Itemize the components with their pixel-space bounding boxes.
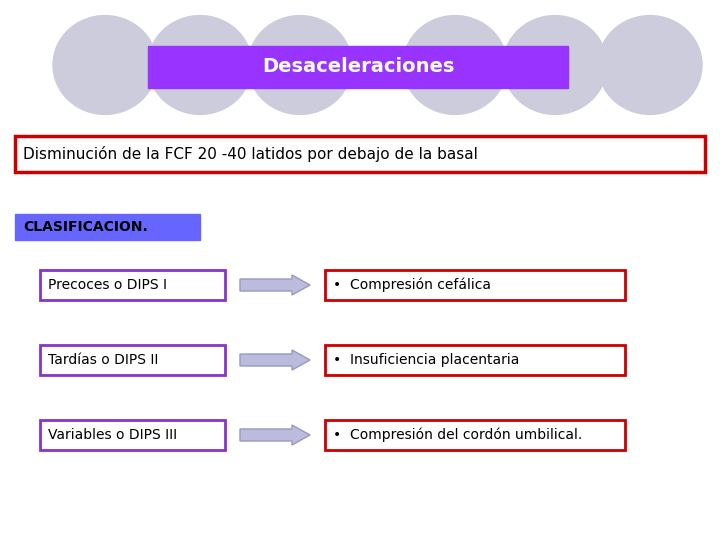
Ellipse shape <box>403 16 507 114</box>
Ellipse shape <box>503 16 607 114</box>
FancyArrow shape <box>240 425 310 445</box>
Text: •  Insuficiencia placentaria: • Insuficiencia placentaria <box>333 353 519 367</box>
FancyArrow shape <box>240 275 310 295</box>
FancyBboxPatch shape <box>40 345 225 375</box>
Text: CLASIFICACION.: CLASIFICACION. <box>23 220 148 234</box>
FancyArrow shape <box>240 350 310 370</box>
FancyBboxPatch shape <box>40 270 225 300</box>
FancyBboxPatch shape <box>15 214 200 240</box>
FancyBboxPatch shape <box>325 270 625 300</box>
Text: •  Compresión cefálica: • Compresión cefálica <box>333 278 491 292</box>
Text: Desaceleraciones: Desaceleraciones <box>262 57 454 77</box>
FancyBboxPatch shape <box>15 136 705 172</box>
Text: •  Compresión del cordón umbilical.: • Compresión del cordón umbilical. <box>333 428 582 442</box>
FancyBboxPatch shape <box>325 420 625 450</box>
Ellipse shape <box>148 16 252 114</box>
FancyBboxPatch shape <box>40 420 225 450</box>
Text: Precoces o DIPS I: Precoces o DIPS I <box>48 278 167 292</box>
Ellipse shape <box>598 16 702 114</box>
Ellipse shape <box>53 16 157 114</box>
FancyBboxPatch shape <box>148 46 568 88</box>
Ellipse shape <box>248 16 352 114</box>
Text: Disminución de la FCF 20 -40 latidos por debajo de la basal: Disminución de la FCF 20 -40 latidos por… <box>23 146 478 162</box>
Text: Tardías o DIPS II: Tardías o DIPS II <box>48 353 158 367</box>
Text: Variables o DIPS III: Variables o DIPS III <box>48 428 177 442</box>
FancyBboxPatch shape <box>325 345 625 375</box>
